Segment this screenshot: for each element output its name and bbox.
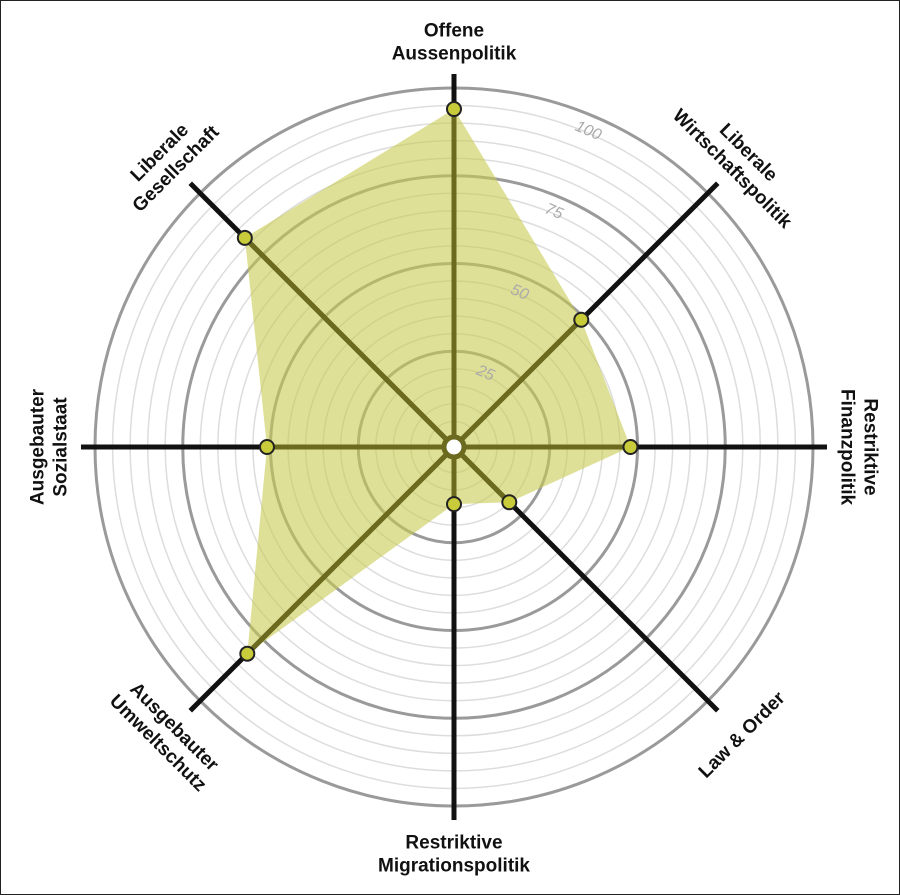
data-point [258,439,275,455]
value-axis-segment [452,445,512,505]
value-axis-segment [452,317,584,449]
data-point [446,496,462,513]
data-point [501,494,518,511]
data-area [244,109,631,654]
axis-label: Restriktive Migrationspolitik [378,833,530,877]
value-axis-segment [245,445,456,656]
data-point [573,311,590,328]
axis-label: Offene Aussenpolitik [392,21,517,65]
data-point [236,229,253,246]
value-axis-segment [243,236,456,449]
data-point [239,645,256,662]
data-point [622,439,639,455]
axis-label: Ausgebauter Sozialstaat [28,388,72,505]
data-point [446,101,462,118]
tick-label: 75 [542,200,565,223]
tick-label: 50 [508,281,531,304]
axis-label: RestriktiveFinanzpolitik [837,389,881,506]
tick-label: 25 [473,362,497,385]
center-hole [441,434,467,460]
